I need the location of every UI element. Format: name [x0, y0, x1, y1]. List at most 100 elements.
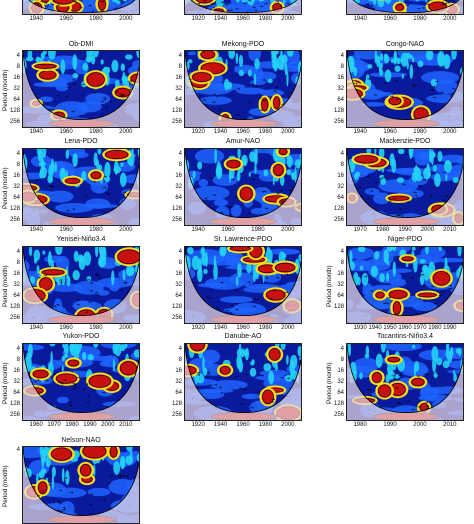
period-axis-label: Period (month) [2, 362, 9, 404]
panel-title: Yenisei-Niño3.4 [22, 236, 140, 244]
year-tick-label: 1940 [24, 227, 48, 234]
period-tick-label: 32 [168, 86, 182, 93]
coherence-blob [249, 172, 251, 177]
significance-contour [389, 97, 401, 105]
coherence-blob [197, 161, 202, 169]
wavelet-panel [184, 0, 302, 15]
coherence-blob [85, 93, 110, 105]
coherence-blob [73, 270, 80, 280]
year-tick-label: 1920 [186, 325, 210, 332]
coherence-blob [444, 160, 452, 173]
panel-title: Niger-PDO [346, 236, 464, 244]
wavelet-plot [346, 50, 464, 128]
period-tick-label: 256 [168, 412, 182, 419]
coherence-blob [42, 250, 45, 254]
panel-title: Mekong-PDO [184, 41, 302, 49]
period-tick-label: 256 [330, 119, 344, 126]
year-tick-label: 1980 [371, 227, 395, 234]
significance-contour [418, 293, 436, 297]
period-tick-label: 16 [330, 173, 344, 180]
coherence-blob [254, 58, 259, 69]
coherence-blob [290, 355, 297, 368]
year-tick-label: 1920 [186, 16, 210, 23]
coherence-blob [100, 361, 111, 367]
coherence-blob [431, 79, 437, 86]
year-tick-label: 1990 [438, 325, 462, 332]
period-tick-label: 4 [6, 249, 20, 256]
period-tick-label: 4 [6, 53, 20, 60]
significance-contour [65, 178, 80, 183]
coherence-blob [354, 173, 358, 180]
coherence-blob [383, 249, 388, 263]
coherence-blob [40, 166, 47, 178]
significance-contour [266, 290, 285, 300]
coherence-blob [248, 69, 252, 76]
panel-title: Danube-AO [184, 333, 302, 341]
year-tick-label: 2000 [276, 16, 300, 23]
year-tick-label: 1960 [231, 325, 255, 332]
coherence-blob [415, 164, 417, 176]
year-tick-label: 1940 [348, 129, 372, 136]
period-tick-label: 256 [6, 0, 20, 2]
significance-contour [274, 97, 280, 109]
coherence-blob [405, 53, 410, 57]
wavelet-plot [184, 0, 302, 15]
coherence-blob [104, 162, 110, 178]
wavelet-panel: Yenisei-Niño3.4 [22, 236, 140, 324]
coherence-blob [130, 266, 134, 274]
significance-contour [393, 302, 400, 315]
year-tick-label: 2000 [114, 325, 138, 332]
coherence-blob [367, 64, 372, 69]
coherence-blob [418, 60, 424, 67]
wavelet-panel: Amur-NAO [184, 138, 302, 226]
coherence-blob [101, 59, 104, 64]
year-tick-label: 2000 [114, 129, 138, 136]
coherence-blob [41, 52, 45, 59]
coherence-blob [123, 270, 126, 281]
significance-contour [35, 64, 57, 68]
coherence-blob [359, 372, 363, 379]
period-tick-label: 256 [330, 217, 344, 224]
coherence-blob [195, 149, 224, 163]
year-tick-label: 1920 [186, 422, 210, 429]
significance-contour [372, 372, 382, 382]
period-tick-label: 256 [6, 217, 20, 224]
year-tick-label: 1970 [348, 227, 372, 234]
period-tick-label: 8 [168, 162, 182, 169]
coherence-blob [360, 266, 364, 271]
period-tick-label: 64 [168, 390, 182, 397]
period-axis-label: Period (month) [2, 465, 9, 507]
significance-contour [120, 362, 136, 375]
coherence-blob [286, 355, 289, 365]
panel-title: Ob-DMI [22, 41, 140, 49]
coherence-blob [203, 368, 207, 376]
significance-contour [376, 292, 385, 298]
period-tick-label: 128 [168, 304, 182, 311]
coherence-blob [281, 55, 288, 64]
coherence-blob [199, 96, 232, 105]
panel-title: Congo-NAO [346, 41, 464, 49]
year-tick-label: 2010 [438, 422, 462, 429]
coherence-blob [98, 255, 106, 267]
year-tick-label: 2000 [114, 16, 138, 23]
coherence-blob [385, 69, 392, 82]
phase-arrow [301, 206, 302, 208]
wavelet-coherence-figure: 6412825619401960198020001920194019601980… [0, 0, 474, 474]
wavelet-panel: Congo-NAO [346, 41, 464, 128]
wavelet-plot [184, 343, 302, 421]
period-axis-label: Period (month) [326, 362, 333, 404]
coherence-blob [234, 67, 259, 74]
period-tick-label: 32 [168, 184, 182, 191]
coherence-blob [297, 346, 302, 357]
coherence-blob [422, 265, 428, 274]
coherence-blob [286, 170, 291, 175]
significance-contour [220, 366, 230, 374]
year-tick-label: 1940 [209, 422, 233, 429]
coherence-blob [36, 57, 40, 61]
year-tick-label: 1940 [348, 16, 372, 23]
wavelet-panel [22, 0, 140, 15]
coherence-blob [193, 171, 196, 179]
coherence-blob [275, 364, 278, 371]
significance-contour [33, 370, 48, 378]
coherence-blob [458, 348, 462, 356]
